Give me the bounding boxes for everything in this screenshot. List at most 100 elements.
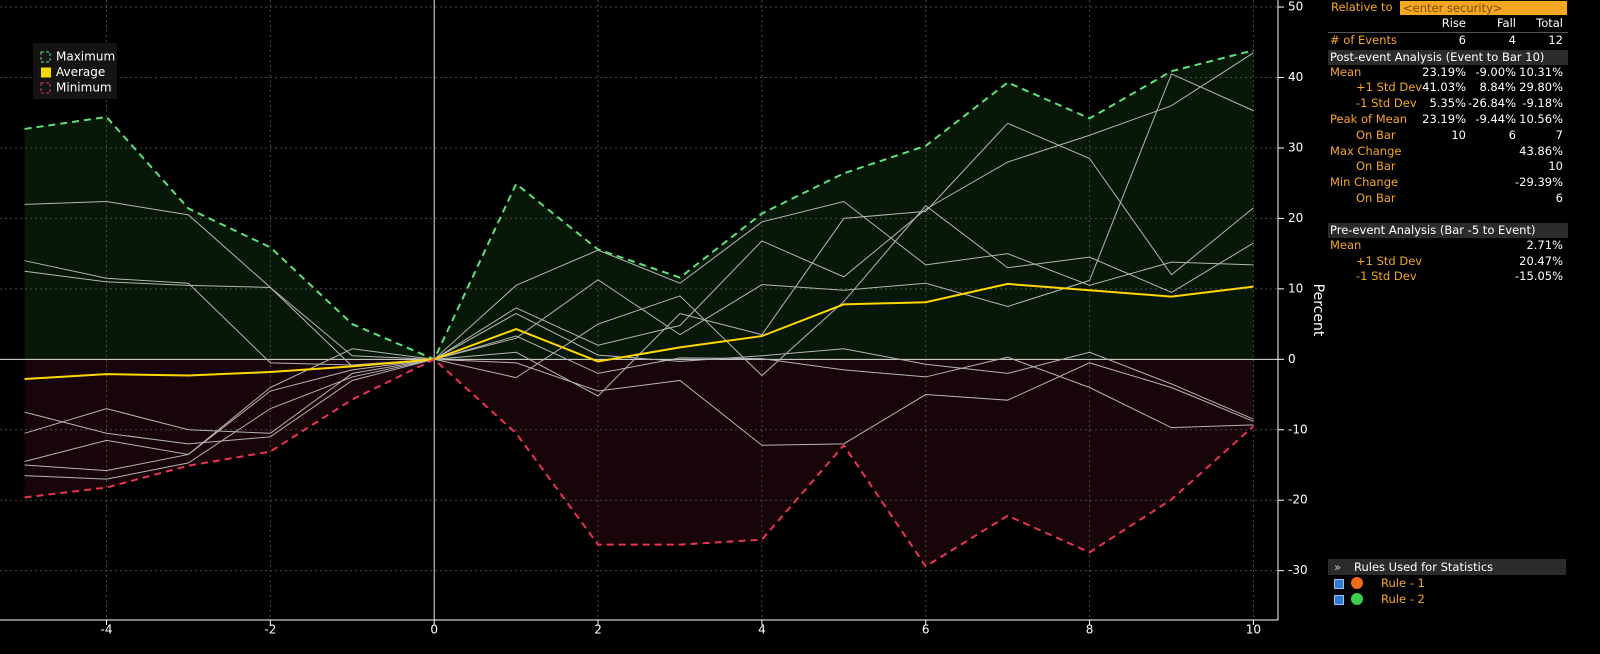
stats-table: Rise Fall Total # of Events 6 4 12 Post-event A… — [1328, 16, 1568, 285]
stat-value: 10 — [1451, 127, 1466, 142]
y-tick-label: 10 — [1288, 281, 1303, 295]
stat-value: 7 — [1555, 127, 1563, 142]
stats-row: # of Events 6 4 12 — [1328, 33, 1568, 49]
event-path — [24, 52, 1254, 366]
legend-swatch — [40, 51, 51, 63]
stat-value: 20.47% — [1519, 253, 1563, 268]
row-label: Max Change — [1330, 143, 1402, 158]
column-header-row: Rise Fall Total — [1328, 16, 1568, 33]
event-path — [24, 358, 1254, 480]
stat-value: 6 — [1458, 32, 1466, 47]
stat-value: -9.18% — [1522, 96, 1563, 111]
stat-value: 10 — [1548, 159, 1563, 174]
row-label: On Bar — [1356, 159, 1396, 174]
stat-value: -26.84% — [1468, 96, 1516, 111]
stat-value: 10.31% — [1519, 64, 1563, 79]
stat-value: 5.35% — [1429, 96, 1466, 111]
security-input[interactable]: <enter security> — [1400, 1, 1567, 15]
event-path — [24, 335, 1254, 472]
stat-value: 41.03% — [1422, 80, 1466, 95]
row-label: Mean — [1330, 237, 1362, 252]
row-label: -1 Std Dev — [1356, 269, 1417, 284]
x-tick-label: -4 — [101, 623, 113, 637]
relative-label: Relative to — [1331, 0, 1393, 14]
row-label: +1 Std Dev — [1356, 80, 1423, 95]
column-header: Total — [1536, 16, 1563, 30]
stats-row: Max Change 43.86% — [1328, 144, 1568, 160]
collapse-icon: » — [1334, 560, 1342, 574]
series-line — [24, 282, 1254, 381]
y-tick-label: -20 — [1288, 493, 1308, 507]
event-path — [24, 200, 1254, 367]
stat-value: 29.80% — [1519, 80, 1563, 95]
x-tick-label: 8 — [1086, 623, 1094, 637]
stats-row: On Bar 6 — [1328, 191, 1568, 207]
row-label: # of Events — [1330, 32, 1397, 47]
stats-row: Peak of Mean 23.19% -9.44% 10.56% — [1328, 112, 1568, 128]
x-tick-label: 4 — [758, 623, 766, 637]
relative-row: Relative to <enter security> — [1328, 0, 1568, 16]
y-tick-label: 50 — [1288, 0, 1303, 14]
stat-value: 23.19% — [1422, 111, 1466, 126]
stat-value: 8.84% — [1479, 80, 1516, 95]
stats-row: -1 Std Dev -15.05% — [1328, 269, 1568, 285]
row-label: Mean — [1330, 64, 1362, 79]
rule-name: Rule - 2 — [1381, 592, 1425, 606]
rule-row: Rule - 2 — [1328, 591, 1566, 607]
event-path — [24, 312, 1254, 462]
legend-swatch — [41, 67, 51, 78]
legend-swatch — [40, 82, 51, 94]
stat-value: -15.05% — [1515, 269, 1563, 284]
section-header: Pre-event Analysis (Bar -5 to Event) — [1328, 222, 1568, 238]
rule-row: Rule - 1 — [1328, 575, 1566, 591]
y-tick-label: 30 — [1288, 140, 1303, 154]
row-label: Peak of Mean — [1330, 111, 1408, 126]
stats-row: -1 Std Dev 5.35% -26.84% -9.18% — [1328, 96, 1568, 112]
stat-value: 43.86% — [1519, 143, 1563, 158]
legend-label: Average — [56, 65, 105, 79]
event-path — [24, 205, 1254, 434]
stats-row: Mean 23.19% -9.00% 10.31% — [1328, 65, 1568, 81]
stats-row: +1 Std Dev 41.03% 8.84% 29.80% — [1328, 80, 1568, 96]
x-tick-label: 10 — [1246, 623, 1261, 637]
legend-label: Maximum — [56, 50, 115, 64]
row-label: Min Change — [1330, 175, 1399, 190]
stats-row: On Bar 10 — [1328, 159, 1568, 175]
column-header: Fall — [1497, 16, 1516, 30]
rule-checkbox[interactable] — [1334, 595, 1344, 605]
stat-value: -9.44% — [1475, 111, 1516, 126]
stat-value: 10.56% — [1519, 111, 1563, 126]
rules-title: » Rules Used for Statistics — [1328, 559, 1566, 575]
rules-box: » Rules Used for Statistics Rule - 1 Rule -… — [1328, 559, 1566, 607]
row-label: -1 Std Dev — [1356, 96, 1417, 111]
stat-value: 4 — [1508, 32, 1516, 47]
stat-value: 6 — [1508, 127, 1516, 142]
x-tick-label: -2 — [264, 623, 276, 637]
legend-label: Minimum — [56, 81, 112, 95]
stat-value: 2.71% — [1526, 237, 1563, 252]
stat-value: -29.39% — [1515, 175, 1563, 190]
y-tick-label: 20 — [1288, 211, 1303, 225]
stats-row: +1 Std Dev 20.47% — [1328, 254, 1568, 270]
y-tick-label: 40 — [1288, 70, 1303, 84]
rule-checkbox[interactable] — [1334, 579, 1344, 589]
stat-value: 23.19% — [1422, 64, 1466, 79]
stats-row: Min Change -29.39% — [1328, 175, 1568, 191]
rule-name: Rule - 1 — [1381, 576, 1425, 590]
row-label: On Bar — [1356, 190, 1396, 205]
section-header: Post-event Analysis (Event to Bar 10) — [1328, 49, 1568, 65]
y-tick-label: 0 — [1288, 352, 1296, 366]
y-tick-label: -30 — [1288, 563, 1308, 577]
stat-value: 12 — [1548, 32, 1563, 47]
event-path — [24, 73, 1254, 360]
y-tick-label: -10 — [1288, 422, 1308, 436]
row-label: On Bar — [1356, 127, 1396, 142]
rule-icon — [1351, 577, 1363, 589]
series-line — [24, 49, 1254, 361]
range-area — [24, 359, 1254, 567]
row-label: +1 Std Dev — [1356, 253, 1423, 268]
stat-value: -9.00% — [1475, 64, 1516, 79]
stat-value: 6 — [1555, 190, 1563, 205]
x-tick-label: 2 — [594, 623, 602, 637]
